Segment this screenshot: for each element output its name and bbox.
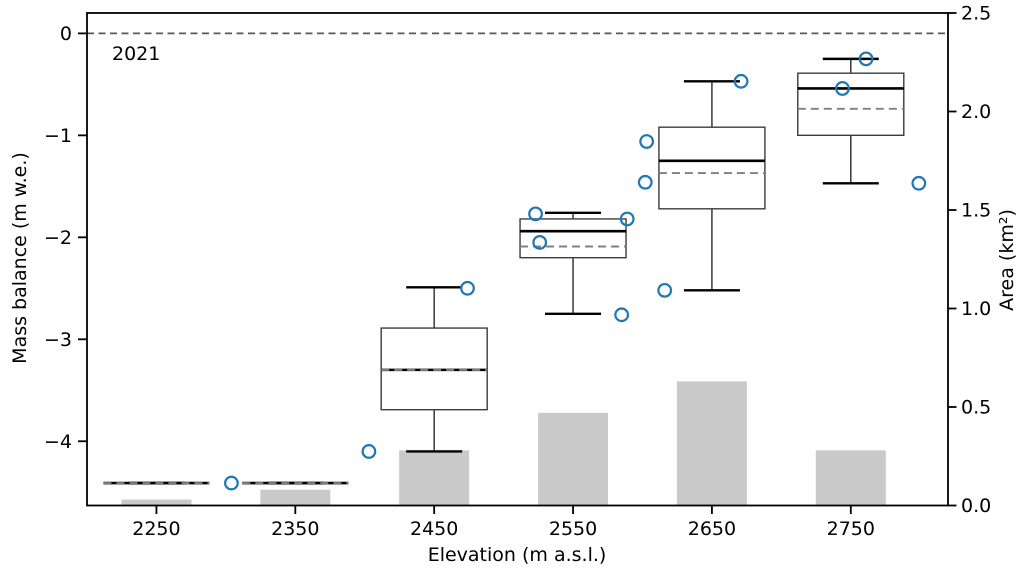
scatter-point-7	[637, 174, 653, 190]
x-tick-label-2750: 2750	[827, 518, 875, 540]
y-right-tick-label-0: 0.0	[961, 495, 991, 517]
area-bar-2450	[399, 450, 470, 506]
box-2750	[797, 72, 905, 137]
scatter-point-12	[858, 51, 874, 67]
box-2450	[380, 327, 488, 411]
box-2550	[519, 218, 627, 259]
y-axis-title-right: Area (km²)	[996, 209, 1018, 311]
scatter-point-11	[835, 81, 850, 96]
plot-border	[86, 12, 949, 507]
y-axis-title-left: Mass balance (m w.e.)	[9, 152, 31, 364]
chart-marks: 2250 2350 2450 2550 2650 2750 0 −1 −2 −3 −4 0.0 0.5 1…	[44, 3, 991, 541]
y-left-tick-label-3: −3	[44, 329, 72, 351]
scatter-point-10	[733, 73, 749, 89]
area-bar-2750	[815, 450, 886, 506]
y-right-tick-label-2: 1.0	[961, 298, 991, 320]
box-2650	[658, 126, 766, 210]
area-bar-2350	[260, 489, 331, 506]
area-bar-2650	[676, 381, 747, 506]
scatter-point-3	[528, 206, 543, 222]
scatter-point-13	[911, 175, 927, 191]
x-tick-label-2650: 2650	[688, 518, 736, 540]
y-left-tick-label-4: −4	[44, 431, 72, 453]
scatter-point-1	[361, 444, 377, 459]
scatter-point-8	[639, 134, 655, 149]
x-tick-label-2450: 2450	[410, 518, 458, 540]
year-annotation: 2021	[112, 43, 160, 65]
y-right-tick-label-4: 2.0	[961, 101, 991, 123]
y-right-tick-label-1: 0.5	[961, 397, 991, 419]
y-left-tick-label-0: 0	[60, 23, 72, 45]
x-axis-title: Elevation (m a.s.l.)	[428, 544, 607, 566]
scatter-point-6	[619, 211, 635, 227]
x-tick-label-2350: 2350	[271, 518, 319, 540]
x-tick-label-2250: 2250	[132, 518, 180, 540]
scatter-point-4	[532, 235, 548, 250]
x-tick-label-2550: 2550	[549, 518, 597, 540]
area-bar-2250	[121, 499, 192, 506]
scatter-point-2	[460, 280, 475, 296]
y-left-tick-label-1: −1	[44, 125, 72, 147]
area-bar-2550	[538, 412, 609, 506]
scatter-point-0	[224, 475, 239, 491]
y-right-tick-label-3: 1.5	[961, 200, 991, 222]
y-left-tick-label-2: −2	[44, 227, 72, 249]
scatter-point-9	[657, 282, 673, 298]
scatter-point-5	[614, 307, 630, 323]
y-right-tick-label-5: 2.5	[961, 3, 991, 25]
